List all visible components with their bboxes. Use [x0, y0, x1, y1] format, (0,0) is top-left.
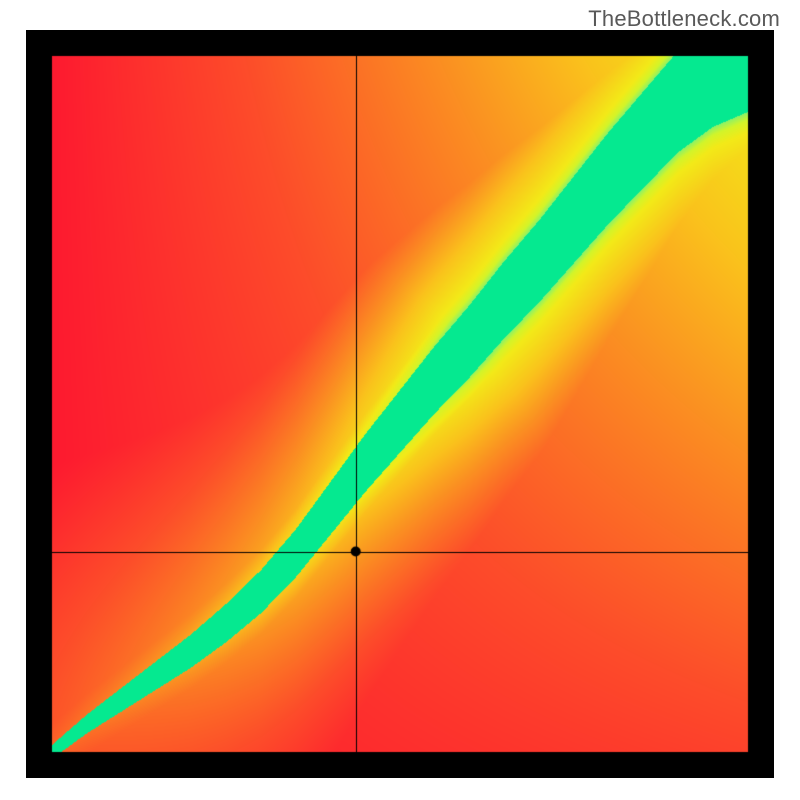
bottleneck-heatmap — [26, 30, 774, 778]
heatmap-canvas — [26, 30, 774, 778]
watermark-text: TheBottleneck.com — [588, 6, 780, 32]
